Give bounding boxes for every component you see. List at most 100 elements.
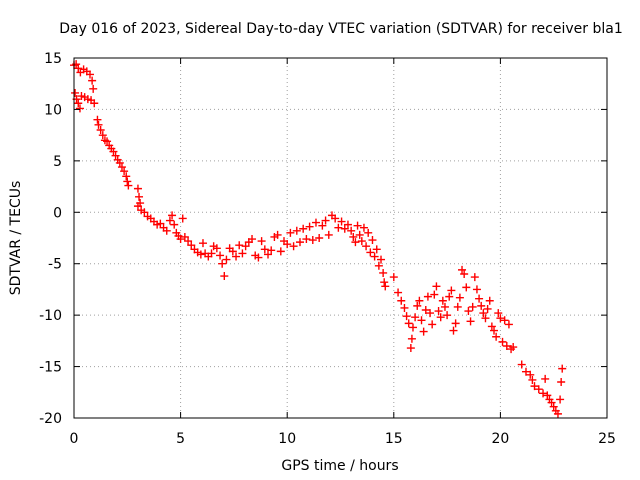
data-point	[407, 334, 416, 343]
data-point	[235, 241, 244, 250]
y-tick-label: 0	[53, 205, 62, 221]
grid-lines	[74, 58, 607, 418]
data-point	[397, 296, 406, 305]
data-point	[411, 313, 420, 322]
data-point	[334, 223, 343, 232]
data-point	[88, 76, 97, 85]
data-point	[362, 242, 371, 251]
data-point	[504, 320, 513, 329]
data-point	[460, 270, 469, 278]
data-point	[547, 398, 556, 407]
data-point	[289, 242, 298, 251]
data-point	[324, 230, 333, 239]
data-point	[340, 224, 349, 233]
data-point	[379, 268, 388, 277]
data-point	[222, 255, 231, 264]
data-point	[490, 326, 499, 335]
data-point	[232, 252, 241, 261]
data-point	[184, 237, 193, 246]
plot-frame	[73, 57, 608, 419]
data-point	[120, 167, 129, 176]
x-tick-label: 25	[598, 431, 616, 447]
data-point	[402, 312, 411, 321]
data-point	[438, 296, 447, 305]
data-point	[458, 265, 467, 274]
data-point	[187, 241, 196, 250]
x-tick-label: 15	[385, 431, 403, 447]
data-point	[389, 273, 398, 282]
y-tick-label: -15	[39, 360, 62, 376]
data-point	[176, 235, 185, 244]
data-point	[292, 226, 301, 235]
data-point	[111, 151, 120, 160]
data-point	[380, 278, 389, 287]
data-point	[449, 326, 458, 335]
x-axis-label: GPS time / hours	[281, 458, 398, 474]
data-point	[539, 389, 548, 398]
data-point	[543, 391, 552, 400]
data-point	[168, 211, 177, 220]
data-point	[423, 292, 432, 301]
data-point	[528, 375, 537, 384]
data-point	[428, 320, 437, 329]
data-point	[331, 214, 340, 223]
y-tick-label: 5	[53, 154, 62, 170]
data-point	[75, 104, 84, 113]
data-point	[98, 131, 107, 140]
data-point	[558, 364, 567, 373]
data-point	[123, 177, 132, 186]
data-point	[556, 395, 565, 404]
data-point	[466, 317, 475, 326]
data-point	[521, 367, 530, 376]
y-tick-label: 10	[44, 102, 62, 118]
data-point	[295, 238, 304, 247]
data-point	[257, 237, 266, 246]
data-point	[394, 288, 403, 297]
data-point	[483, 304, 492, 313]
data-point	[359, 223, 368, 232]
data-point	[311, 218, 320, 227]
data-point	[370, 252, 379, 261]
data-point	[415, 296, 424, 305]
axis-ticks	[73, 57, 608, 419]
data-point	[462, 283, 471, 292]
data-point	[355, 230, 364, 239]
data-point	[374, 261, 383, 270]
data-point	[85, 70, 94, 79]
data-point	[436, 313, 445, 322]
data-point	[377, 255, 386, 264]
data-point	[198, 239, 207, 248]
data-point	[509, 343, 518, 352]
data-point	[530, 382, 539, 391]
y-tick-label: -5	[48, 257, 62, 273]
data-point	[315, 234, 324, 242]
data-point	[364, 228, 373, 237]
data-point	[238, 249, 247, 258]
data-point	[178, 214, 187, 223]
data-point	[549, 402, 558, 411]
data-point	[180, 232, 189, 241]
data-point	[487, 322, 496, 331]
data-point	[366, 248, 375, 257]
data-point	[302, 235, 311, 244]
data-point	[196, 250, 205, 259]
data-point	[212, 244, 221, 253]
data-point	[93, 115, 102, 124]
data-point	[71, 88, 80, 97]
data-point	[72, 60, 81, 69]
y-tick-label: 15	[44, 51, 62, 67]
data-point	[455, 293, 464, 302]
data-point	[430, 290, 439, 299]
data-point	[117, 163, 126, 172]
data-point	[283, 240, 292, 249]
chart-title: Day 016 of 2023, Sidereal Day-to-day VTE…	[59, 21, 622, 37]
x-tick-label: 10	[278, 431, 296, 447]
data-point	[267, 246, 276, 255]
data-point	[426, 309, 435, 318]
data-point	[321, 216, 330, 225]
data-point	[343, 220, 352, 229]
data-point	[220, 272, 229, 281]
data-point	[434, 307, 443, 316]
data-point	[413, 301, 422, 310]
